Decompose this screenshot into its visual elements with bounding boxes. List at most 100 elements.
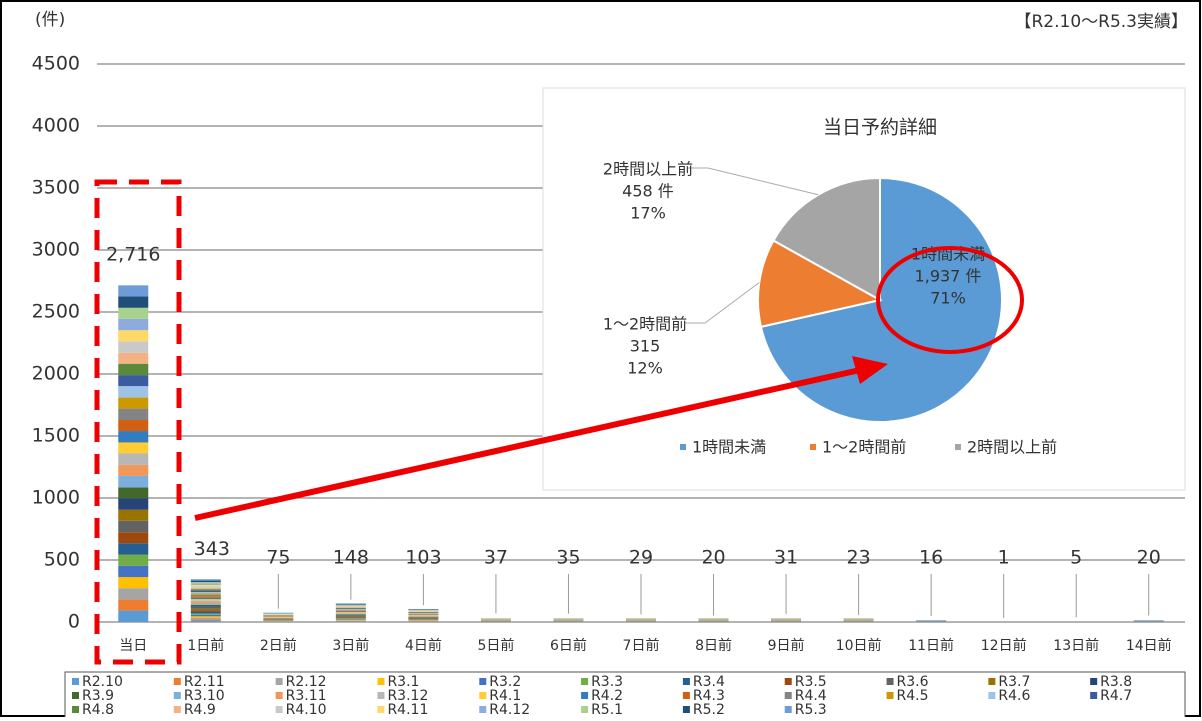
bar-segment bbox=[118, 453, 148, 464]
bar-segment bbox=[118, 476, 148, 487]
legend-label: R4.9 bbox=[184, 702, 216, 717]
legend-swatch bbox=[72, 678, 79, 685]
bar-segment bbox=[336, 605, 366, 606]
legend-swatch bbox=[581, 692, 588, 699]
legend-swatch bbox=[683, 706, 690, 713]
bar-segment bbox=[191, 601, 221, 602]
bar-segment bbox=[191, 592, 221, 593]
bar-segment bbox=[336, 619, 366, 620]
total-label: 16 bbox=[919, 547, 943, 569]
bar-segment bbox=[191, 593, 221, 594]
bar-segment bbox=[118, 600, 148, 611]
bar-segment bbox=[118, 588, 148, 599]
bar-segment bbox=[118, 577, 148, 588]
bar-segment bbox=[336, 618, 366, 619]
bar-segment bbox=[118, 555, 148, 566]
bar-segment bbox=[336, 615, 366, 616]
bar-segment bbox=[191, 585, 221, 586]
legend-label: R4.8 bbox=[82, 702, 114, 717]
legend-label: R4.11 bbox=[387, 702, 428, 717]
bar-segment bbox=[191, 616, 221, 617]
bar-segment bbox=[118, 375, 148, 386]
y-tick-label: 3500 bbox=[32, 177, 80, 199]
legend-label: R5.1 bbox=[591, 702, 623, 717]
x-tick-label: 11日前 bbox=[908, 637, 954, 654]
bar-segment bbox=[336, 610, 366, 611]
x-tick-label: 10日前 bbox=[836, 637, 882, 654]
y-tick-label: 4000 bbox=[32, 115, 80, 137]
legend-swatch bbox=[581, 706, 588, 713]
y-tick-label: 4500 bbox=[32, 53, 80, 75]
bar-segment bbox=[118, 296, 148, 307]
bar-segment bbox=[118, 319, 148, 330]
pie-legend-label: 2時間以上前 bbox=[967, 438, 1057, 457]
total-label: 29 bbox=[629, 547, 653, 569]
total-label: 20 bbox=[701, 547, 725, 569]
bar-segment bbox=[336, 620, 366, 621]
bar-segment bbox=[191, 589, 221, 590]
legend-swatch bbox=[785, 706, 792, 713]
pie-label-percent: 17% bbox=[630, 204, 666, 223]
bar-segment bbox=[118, 487, 148, 498]
pie-label-value: 315 bbox=[630, 337, 661, 356]
legend-swatch bbox=[988, 692, 995, 699]
bar-segment bbox=[336, 605, 366, 606]
bar-segment bbox=[118, 398, 148, 409]
x-tick-label: 1日前 bbox=[187, 637, 224, 654]
x-tick-label: 5日前 bbox=[477, 637, 514, 654]
bar-segment bbox=[118, 498, 148, 509]
legend-swatch bbox=[479, 692, 486, 699]
bar-segment bbox=[118, 510, 148, 521]
period-note: 【R2.10～R5.3実績】 bbox=[1014, 12, 1188, 32]
bar-segment bbox=[191, 591, 221, 592]
pie-label-percent: 71% bbox=[930, 289, 966, 308]
legend-swatch bbox=[174, 692, 181, 699]
bar-segment bbox=[191, 581, 221, 582]
legend-swatch bbox=[785, 692, 792, 699]
bar-segment bbox=[191, 618, 221, 619]
bar-segment bbox=[118, 611, 148, 622]
bar-segment bbox=[336, 620, 366, 621]
legend-swatch bbox=[887, 692, 894, 699]
bar-segment bbox=[336, 610, 366, 611]
bar-segment bbox=[336, 612, 366, 613]
legend-swatch bbox=[377, 678, 384, 685]
bar-segment bbox=[336, 607, 366, 608]
legend-swatch bbox=[72, 706, 79, 713]
legend-label: R4.10 bbox=[286, 702, 327, 717]
bar-segment bbox=[336, 618, 366, 619]
bar-segment bbox=[336, 608, 366, 609]
x-tick-label: 12日前 bbox=[981, 637, 1027, 654]
x-tick-label: 9日前 bbox=[768, 637, 805, 654]
legend-swatch bbox=[1090, 678, 1097, 685]
pie-legend-swatch bbox=[955, 444, 961, 450]
bar-segment bbox=[118, 566, 148, 577]
bar-segment bbox=[191, 599, 221, 600]
total-label: 37 bbox=[484, 547, 508, 569]
x-tick-label: 13日前 bbox=[1053, 637, 1099, 654]
bar-segment bbox=[118, 465, 148, 476]
bar-segment bbox=[336, 614, 366, 615]
legend-label: R4.5 bbox=[897, 688, 929, 704]
pie-title: 当日予約詳細 bbox=[823, 117, 937, 139]
bar-segment bbox=[191, 602, 221, 603]
x-tick-label: 3日前 bbox=[332, 637, 369, 654]
bar-segment bbox=[191, 588, 221, 589]
pie-legend-label: 1時間未満 bbox=[692, 438, 766, 457]
pie-label-value: 1,937 件 bbox=[915, 267, 982, 286]
bar-segment bbox=[336, 615, 366, 616]
total-label: 1 bbox=[998, 547, 1010, 569]
legend-label: R5.3 bbox=[795, 702, 827, 717]
bar-segment bbox=[336, 607, 366, 608]
bar-segment bbox=[191, 595, 221, 596]
legend-swatch bbox=[785, 678, 792, 685]
bar-segment bbox=[336, 606, 366, 607]
total-label: 35 bbox=[556, 547, 580, 569]
pie-legend-swatch bbox=[680, 444, 686, 450]
bar-segment bbox=[191, 613, 221, 614]
total-label: 148 bbox=[333, 547, 369, 569]
bar-segment bbox=[191, 583, 221, 584]
bar-segment bbox=[191, 582, 221, 583]
x-tick-label: 7日前 bbox=[623, 637, 660, 654]
